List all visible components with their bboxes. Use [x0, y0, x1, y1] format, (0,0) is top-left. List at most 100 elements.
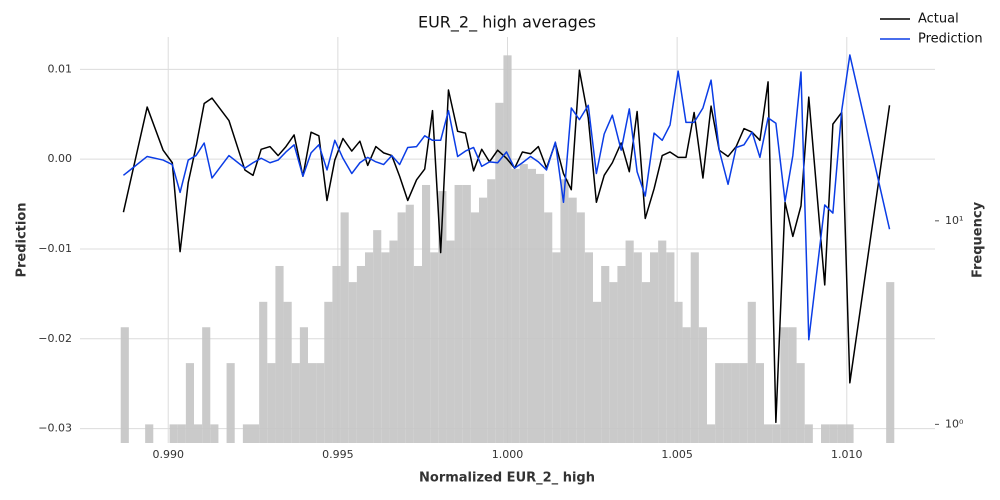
histogram-bar [365, 252, 374, 443]
histogram-bar [145, 424, 154, 443]
y-tick-label: 0.00 [48, 152, 73, 165]
histogram-bar [731, 363, 740, 443]
histogram-bar [625, 240, 634, 443]
histogram-bar [340, 212, 349, 443]
histogram-bar [283, 301, 292, 443]
histogram-bar [821, 424, 830, 443]
x-tick-label: 0.990 [152, 448, 184, 461]
series-line [122, 54, 891, 341]
histogram-bar [552, 252, 561, 443]
x-tick-label: 1.005 [661, 448, 693, 461]
histogram-bar [503, 55, 512, 443]
histogram-bar [373, 230, 382, 443]
histogram-bar [332, 265, 341, 443]
histogram-bar [576, 212, 585, 443]
chart-title: EUR_2_ high averages [418, 13, 596, 33]
histogram-bar [299, 327, 308, 443]
histogram-bar [177, 424, 186, 443]
histogram-bar [560, 179, 569, 443]
histogram-bar [527, 168, 536, 443]
histogram-bar [348, 282, 357, 443]
histogram-bar [584, 252, 593, 443]
histogram-bar [495, 102, 504, 443]
histogram-bar [316, 363, 325, 443]
histogram-bar [185, 363, 194, 443]
histogram-bar [536, 173, 545, 443]
x-tick-label: 0.995 [322, 448, 354, 461]
histogram-bar [226, 363, 235, 443]
histogram-bar [519, 164, 528, 443]
histogram-bar [194, 424, 203, 443]
histogram-bar [479, 197, 488, 443]
histogram-bar [804, 424, 813, 443]
histogram-bar [764, 424, 773, 443]
histogram-bar [462, 184, 471, 443]
histogram-bar [715, 363, 724, 443]
histogram-bar [291, 363, 300, 443]
histogram-bar [601, 265, 610, 443]
histogram-bar [674, 301, 683, 443]
histogram-bar [796, 363, 805, 443]
histogram-bar [682, 327, 691, 443]
y-tick-label: −0.01 [38, 242, 72, 255]
y-tick-label: 0.01 [48, 62, 73, 75]
histogram-bar [169, 424, 178, 443]
histogram-bar [381, 252, 390, 443]
histogram-bar [739, 363, 748, 443]
histogram-bar [242, 424, 251, 443]
histogram-bar [397, 212, 406, 443]
histogram-bar [511, 168, 520, 443]
histogram-bar [641, 282, 650, 443]
histogram-bar [886, 282, 895, 443]
histogram-bar [430, 252, 439, 443]
histogram-bar [405, 204, 414, 443]
histogram-bar [356, 265, 365, 443]
histogram-bar [755, 363, 764, 443]
histogram-bar [666, 252, 675, 443]
histogram-bar [454, 184, 463, 443]
y-tick-label: −0.02 [38, 332, 72, 345]
y2-tick-label: 10¹ [945, 214, 963, 227]
histogram-bar [707, 424, 716, 443]
x-axis-label: Normalized EUR_2_ high [419, 471, 595, 486]
histogram-bar [324, 301, 333, 443]
histogram-bar [723, 363, 732, 443]
histogram-bar [446, 240, 455, 443]
histogram-bar [413, 265, 422, 443]
histogram-bar [422, 184, 431, 443]
histogram-bar [438, 191, 447, 443]
y-axis-label: Prediction [15, 202, 30, 277]
histogram-bar [747, 301, 756, 443]
histogram-bar [389, 240, 398, 443]
histogram-bar [780, 327, 789, 443]
histogram-bar [544, 212, 553, 443]
histogram-bar [788, 327, 797, 443]
histogram-bar [568, 197, 577, 443]
histogram-bar [251, 424, 260, 443]
histogram-bar [650, 252, 659, 443]
legend-label: Actual [918, 12, 959, 27]
histogram-bar [658, 240, 667, 443]
histogram-bar [698, 327, 707, 443]
histogram-bar [609, 282, 618, 443]
x-tick-label: 1.000 [492, 448, 524, 461]
y2-axis-label: Frequency [971, 201, 986, 278]
histogram-bar [275, 265, 284, 443]
histogram-bar [202, 327, 211, 443]
x-tick-label: 1.010 [831, 448, 863, 461]
histogram-bar [829, 424, 838, 443]
histogram-bar [210, 424, 219, 443]
y2-tick-label: 10⁰ [945, 417, 964, 430]
histogram-bar [772, 424, 781, 443]
histogram-bar [308, 363, 317, 443]
histogram-bar [593, 301, 602, 443]
y-tick-label: −0.03 [38, 422, 72, 435]
series-line [122, 69, 891, 424]
legend-label: Prediction [918, 32, 983, 47]
histogram-bar [470, 212, 479, 443]
histogram-bar [259, 301, 268, 443]
histogram-bar [120, 327, 129, 443]
histogram-bar [633, 252, 642, 443]
histogram-bar [690, 252, 699, 443]
